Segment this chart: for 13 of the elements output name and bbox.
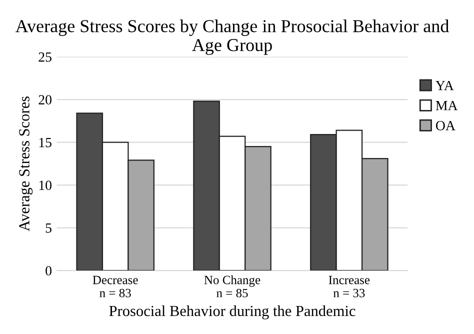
legend-label: YA [436, 80, 454, 90]
y-axis-title: Average Stress Scores [19, 96, 33, 232]
legend-label: OA [436, 120, 456, 130]
y-tick-label: 20 [38, 95, 52, 104]
y-tick-label: 10 [39, 180, 52, 190]
x-axis-title: Prosocial Behavior during the Pandemic [109, 305, 356, 320]
x-tick-label: Decrease n = 83 [92, 276, 138, 298]
legend-label: MA [436, 100, 458, 110]
y-tick-label: 0 [46, 266, 52, 276]
y-tick-label: 5 [46, 224, 52, 233]
y-tick-label: 15 [39, 138, 52, 148]
x-tick-label: No Change n = 85 [204, 275, 260, 298]
x-tick-label: Increase n = 33 [328, 276, 370, 298]
